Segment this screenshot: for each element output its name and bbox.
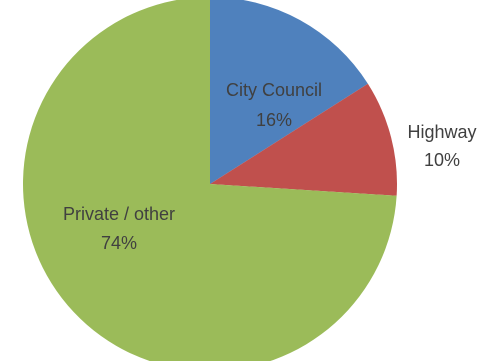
label-city-council-value: 16% [256,110,292,130]
pie-slices [23,0,398,361]
label-city-council: City Council 16% [226,80,322,130]
label-highway-name: Highway [407,122,476,142]
pie-slice-highway [210,83,398,196]
label-private-other-name: Private / other [63,204,175,224]
label-highway: Highway 10% [407,122,476,170]
label-highway-value: 10% [424,150,460,170]
label-private-other: Private / other 74% [63,204,175,253]
label-city-council-name: City Council [226,80,322,100]
pie-slice-private-other [23,0,397,361]
label-private-other-value: 74% [101,233,137,253]
pie-slice-city-council [210,0,368,184]
